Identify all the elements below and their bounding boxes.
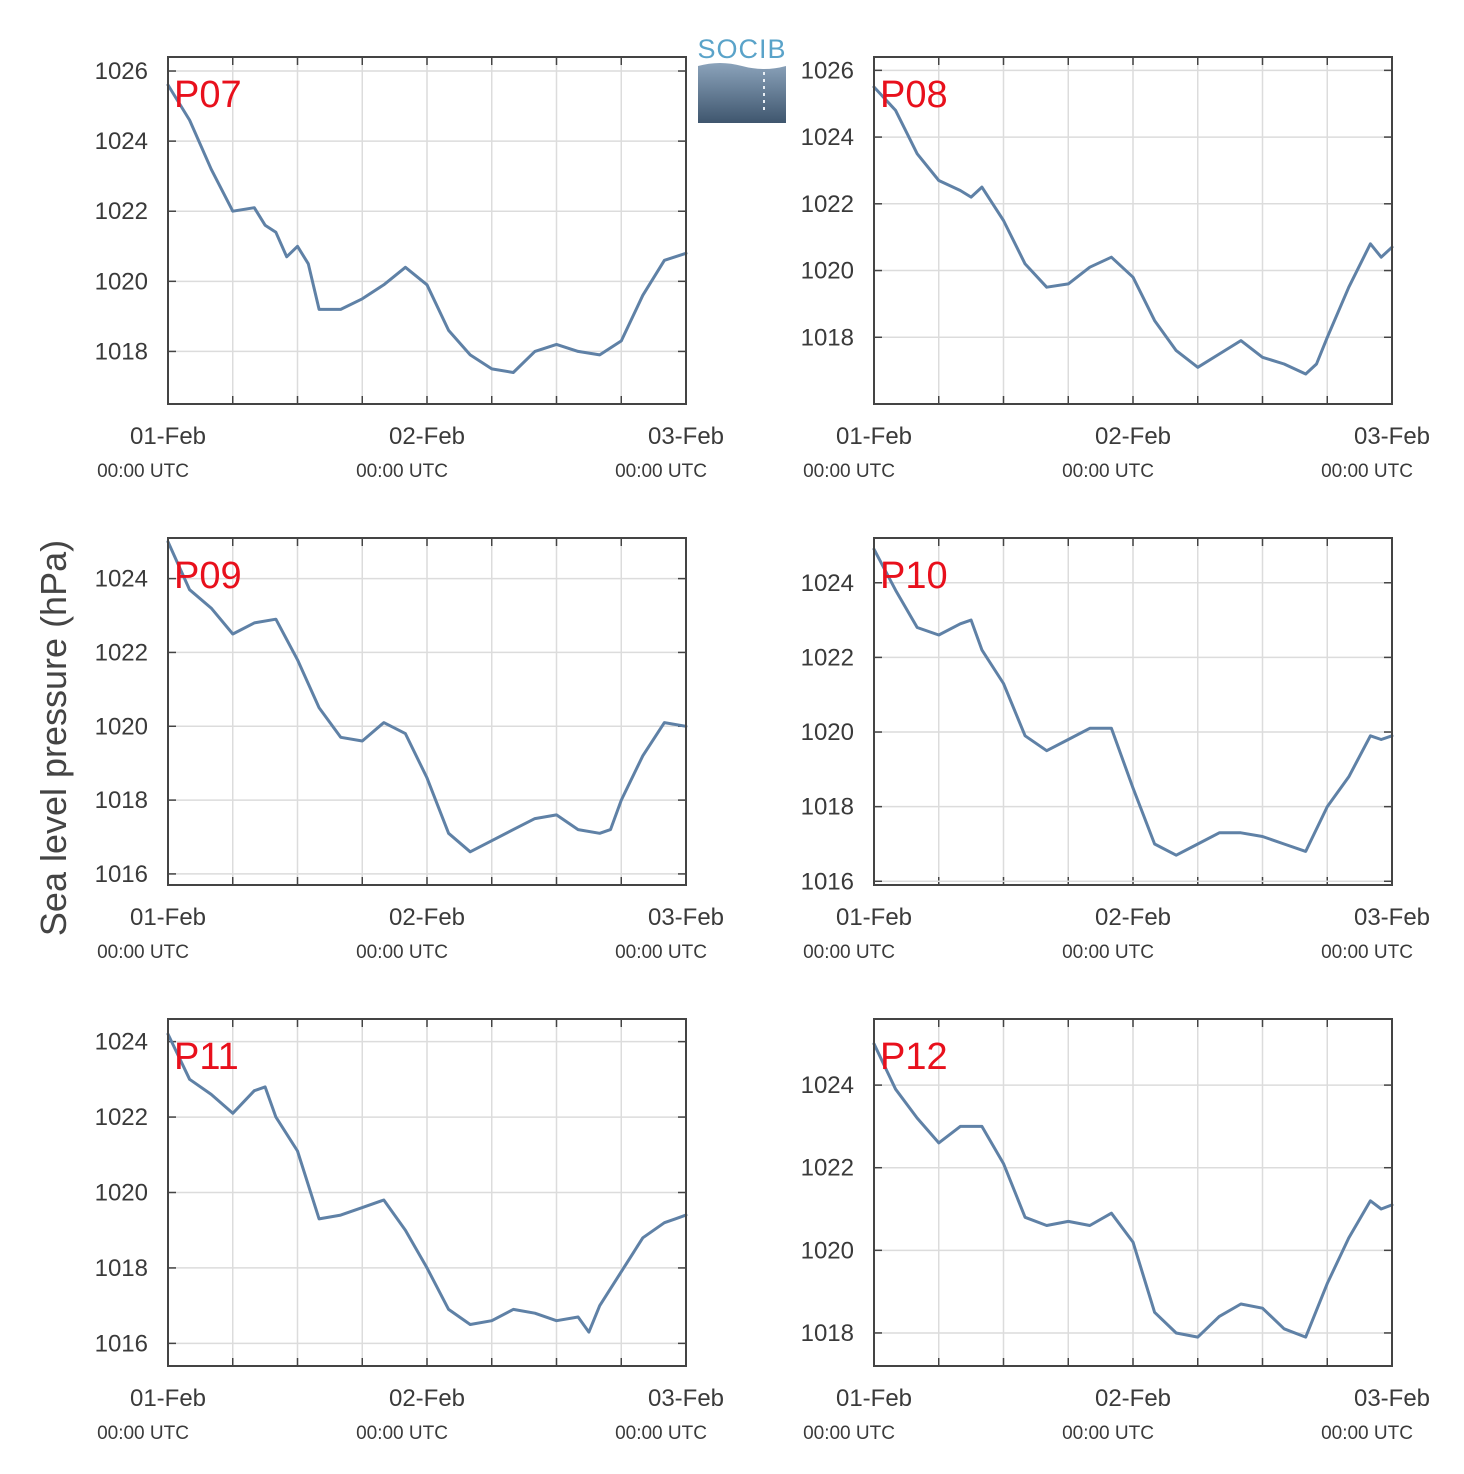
- y-tick-label: 1024: [801, 124, 854, 151]
- y-tick-label: 1018: [801, 1320, 854, 1347]
- x-tick-sublabel: 00:00 UTC: [356, 942, 448, 963]
- station-label: P11: [174, 1036, 239, 1078]
- plot-frame: [167, 1018, 687, 1367]
- y-tick-label: 1024: [95, 1029, 148, 1056]
- series-line: [166, 83, 688, 374]
- x-tick-sublabel: 00:00 UTC: [803, 1423, 895, 1444]
- x-tick-sublabel: 00:00 UTC: [97, 1423, 189, 1444]
- y-tick-label: 1018: [95, 787, 148, 814]
- plot-frame: [873, 537, 1393, 886]
- y-tick-label: 1024: [801, 570, 854, 597]
- station-label: P08: [880, 74, 948, 116]
- x-tick-sublabel: 00:00 UTC: [1062, 942, 1154, 963]
- x-tick-sublabel: 00:00 UTC: [356, 461, 448, 482]
- y-tick-label: 1022: [95, 639, 148, 666]
- x-tick-label: 01-Feb: [836, 1385, 912, 1412]
- y-tick-label: 1024: [95, 128, 148, 155]
- plot-frame: [167, 537, 687, 886]
- plot-frame: [167, 56, 687, 405]
- socib-logo: SOCIB: [697, 34, 786, 123]
- y-tick-label: 1018: [95, 1255, 148, 1282]
- x-tick-label: 02-Feb: [389, 423, 465, 450]
- y-axis-label: Sea level pressure (hPa): [33, 540, 74, 936]
- series-line: [166, 1032, 688, 1334]
- y-tick-label: 1022: [95, 198, 148, 225]
- series-line: [872, 85, 1394, 376]
- y-tick-label: 1020: [801, 258, 854, 285]
- x-tick-label: 01-Feb: [130, 423, 206, 450]
- y-tick-label: 1016: [95, 1330, 148, 1357]
- x-tick-sublabel: 00:00 UTC: [615, 942, 707, 963]
- x-tick-label: 02-Feb: [1095, 1385, 1171, 1412]
- plot-frame: [873, 1018, 1393, 1367]
- station-label: P09: [174, 555, 242, 597]
- x-tick-label: 03-Feb: [1354, 904, 1430, 931]
- x-tick-sublabel: 00:00 UTC: [615, 1423, 707, 1444]
- y-tick-label: 1026: [95, 58, 148, 85]
- y-tick-label: 1020: [801, 1237, 854, 1264]
- x-tick-sublabel: 00:00 UTC: [356, 1423, 448, 1444]
- x-tick-sublabel: 00:00 UTC: [803, 461, 895, 482]
- y-tick-label: 1020: [95, 268, 148, 295]
- series-line: [872, 1042, 1394, 1339]
- y-tick-label: 1022: [95, 1104, 148, 1131]
- panel-p07: 1018 1020 1022 1024 1026 01-Feb 00:00 UTC 02-Fe…: [95, 56, 724, 482]
- station-label: P12: [880, 1036, 948, 1078]
- x-tick-label: 01-Feb: [130, 904, 206, 931]
- panel-p11: 1016 1018 1020 1022 1024 01-Feb 00:00 UTC 02-Fe…: [95, 1018, 724, 1444]
- y-tick-label: 1024: [801, 1072, 854, 1099]
- logo-text: SOCIB: [697, 34, 786, 64]
- x-tick-sublabel: 00:00 UTC: [1062, 461, 1154, 482]
- panel-p08: 1018 1020 1022 1024 1026 01-Feb 00:00 UTC 02-Fe…: [801, 56, 1430, 482]
- x-tick-sublabel: 00:00 UTC: [97, 461, 189, 482]
- x-tick-label: 03-Feb: [648, 904, 724, 931]
- panel-p12: 1018 1020 1022 1024 01-Feb 00:00 UTC 02-Feb 00:…: [801, 1018, 1430, 1444]
- panel-p09: 1016 1018 1020 1022 1024 01-Feb 00:00 UTC 02-Fe…: [95, 537, 724, 963]
- y-tick-label: 1020: [801, 719, 854, 746]
- x-tick-label: 03-Feb: [648, 1385, 724, 1412]
- x-tick-sublabel: 00:00 UTC: [1321, 461, 1413, 482]
- x-tick-label: 01-Feb: [836, 423, 912, 450]
- y-tick-label: 1016: [95, 861, 148, 888]
- y-tick-label: 1022: [801, 644, 854, 671]
- logo-wave: [698, 63, 786, 123]
- y-tick-label: 1018: [801, 324, 854, 351]
- y-tick-label: 1020: [95, 1180, 148, 1207]
- y-tick-label: 1016: [801, 868, 854, 895]
- plot-frame: [873, 56, 1393, 405]
- y-tick-label: 1018: [801, 794, 854, 821]
- x-tick-sublabel: 00:00 UTC: [97, 942, 189, 963]
- station-label: P10: [880, 555, 948, 597]
- panel-p10: 1016 1018 1020 1022 1024 01-Feb 00:00 UTC 02-Fe…: [801, 537, 1430, 963]
- x-tick-label: 01-Feb: [836, 904, 912, 931]
- x-tick-label: 03-Feb: [648, 423, 724, 450]
- y-tick-label: 1018: [95, 338, 148, 365]
- y-tick-label: 1020: [95, 713, 148, 740]
- y-tick-label: 1026: [801, 57, 854, 84]
- x-tick-label: 03-Feb: [1354, 423, 1430, 450]
- series-line: [166, 540, 688, 854]
- panels: 1018 1020 1022 1024 1026 01-Feb 00:00 UTC 02-Fe…: [95, 56, 1430, 1444]
- x-tick-sublabel: 00:00 UTC: [615, 461, 707, 482]
- x-tick-sublabel: 00:00 UTC: [1321, 942, 1413, 963]
- y-tick-label: 1022: [801, 191, 854, 218]
- x-tick-label: 02-Feb: [389, 1385, 465, 1412]
- x-tick-label: 02-Feb: [389, 904, 465, 931]
- x-tick-sublabel: 00:00 UTC: [1062, 1423, 1154, 1444]
- y-tick-label: 1022: [801, 1155, 854, 1182]
- x-tick-label: 03-Feb: [1354, 1385, 1430, 1412]
- x-tick-label: 02-Feb: [1095, 423, 1171, 450]
- x-tick-label: 01-Feb: [130, 1385, 206, 1412]
- x-tick-sublabel: 00:00 UTC: [803, 942, 895, 963]
- x-tick-label: 02-Feb: [1095, 904, 1171, 931]
- x-tick-sublabel: 00:00 UTC: [1321, 1423, 1413, 1444]
- station-label: P07: [174, 74, 242, 116]
- series-line: [872, 547, 1394, 857]
- y-tick-label: 1024: [95, 566, 148, 593]
